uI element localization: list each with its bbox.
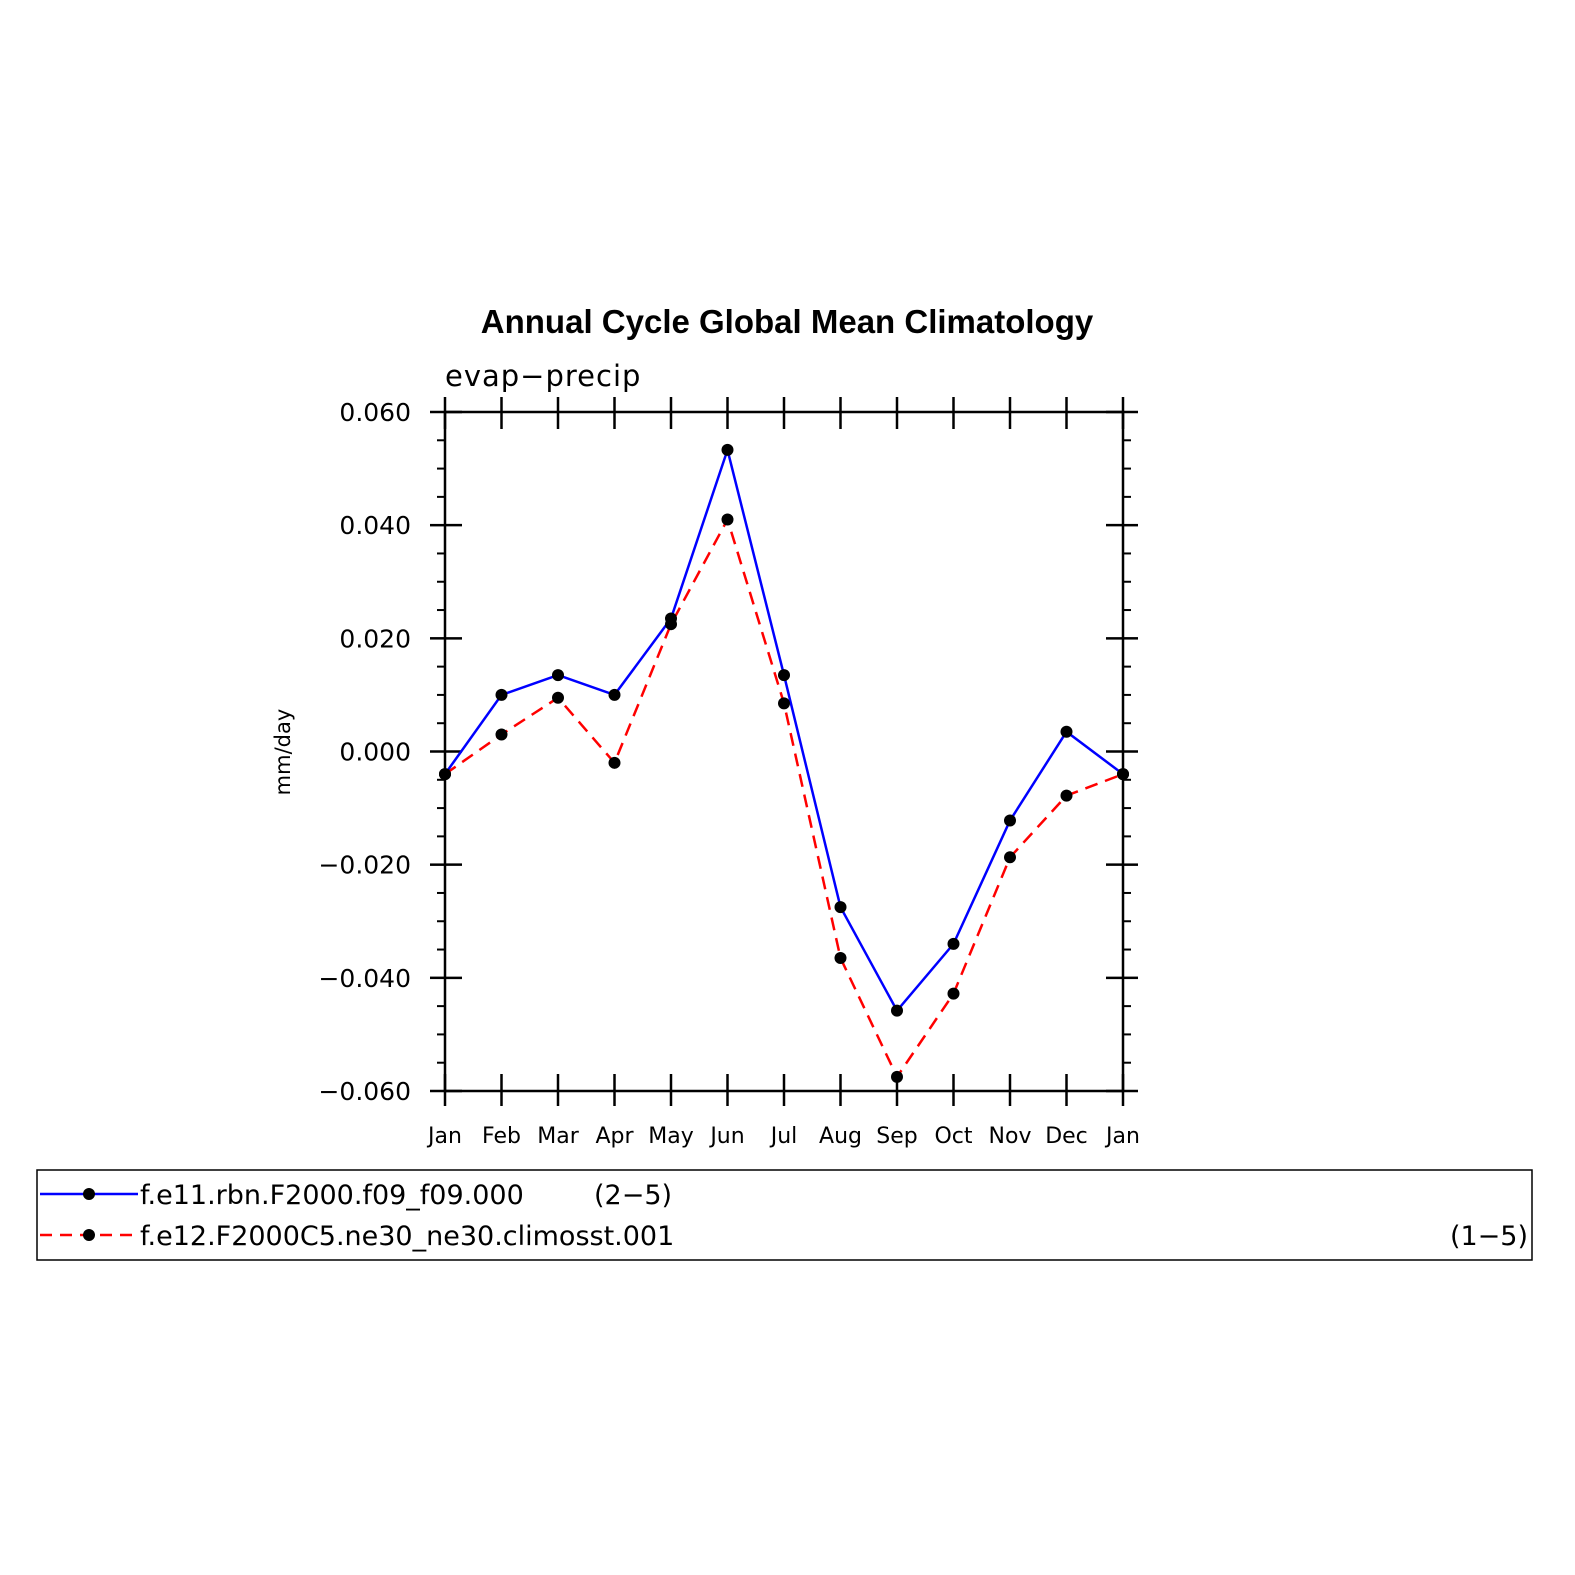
y-axis-label: mm/day	[271, 709, 295, 796]
chart-title: Annual Cycle Global Mean Climatology	[481, 303, 1094, 340]
y-tick-label: −0.060	[318, 1077, 411, 1106]
x-tick-label: Nov	[989, 1124, 1032, 1149]
series-2-point	[834, 952, 847, 965]
series-2-point	[778, 697, 790, 710]
x-tick-label: Sep	[876, 1124, 917, 1149]
y-tick-label: 0.060	[339, 398, 411, 427]
y-tick-label: −0.020	[318, 851, 411, 880]
y-tick-label: 0.020	[339, 624, 411, 653]
series-2-point	[891, 1070, 903, 1083]
series-line-2	[444, 516, 1124, 1080]
x-tick-label: May	[648, 1124, 693, 1149]
series-layer	[439, 443, 1129, 1083]
legend-marker-series-2	[83, 1229, 95, 1241]
series-2-point	[439, 768, 451, 781]
legend-label-series-1: f.e11.rbn.F2000.f09_f09.000	[140, 1180, 524, 1211]
series-1-point	[1004, 814, 1016, 827]
series-1-point	[891, 1004, 903, 1017]
x-tick-label: Jun	[708, 1124, 744, 1149]
series-1-point	[721, 443, 734, 456]
series-1-point	[495, 688, 508, 701]
legend-suffix-series-1: (2−5)	[594, 1180, 672, 1211]
series-1-point	[552, 669, 564, 682]
y-tick-label: 0.000	[339, 738, 411, 767]
x-tick-label: Oct	[934, 1124, 972, 1149]
series-2-point	[1060, 789, 1073, 802]
x-tick-label: Jul	[769, 1124, 798, 1149]
y-tick-label: 0.040	[339, 511, 411, 540]
x-tick-label: Jan	[1104, 1124, 1140, 1149]
series-2-point	[665, 618, 677, 631]
legend-box	[36, 1169, 1533, 1261]
x-tick-label: Jan	[426, 1124, 462, 1149]
x-tick-label: Mar	[537, 1124, 579, 1149]
x-tick-label: Apr	[595, 1124, 634, 1149]
series-1-point	[1060, 725, 1073, 738]
series-2-point	[608, 756, 621, 769]
chart-subtitle: evap−precip	[445, 359, 641, 393]
legend-marker-series-1	[83, 1188, 95, 1200]
legend: f.e11.rbn.F2000.f09_f09.000 (2−5) f.e12.…	[36, 1169, 1533, 1261]
series-line-1	[443, 445, 1124, 1013]
series-1-point	[778, 669, 790, 682]
series-1-point	[608, 688, 621, 701]
y-tick-label: −0.040	[318, 964, 411, 993]
plot-frame	[443, 410, 1125, 1093]
x-tick-label: Feb	[482, 1124, 521, 1149]
series-1-point	[947, 937, 960, 950]
axes: Jan Feb Mar Apr May Jun Jul Aug Sep Oct Nov Dec Jan 0…	[318, 397, 1140, 1149]
series-2-point	[721, 513, 734, 526]
legend-suffix-series-2: (1−5)	[1450, 1221, 1528, 1252]
series-2-point	[947, 987, 960, 1000]
series-2-point	[495, 728, 508, 741]
series-2-point	[552, 691, 564, 704]
series-2-point	[1117, 768, 1129, 781]
x-tick-label: Aug	[819, 1124, 862, 1149]
x-tick-label: Dec	[1045, 1124, 1088, 1149]
series-2-point	[1004, 851, 1016, 864]
series-1-point	[834, 901, 847, 914]
legend-label-series-2: f.e12.F2000C5.ne30_ne30.climosst.001	[140, 1221, 674, 1252]
